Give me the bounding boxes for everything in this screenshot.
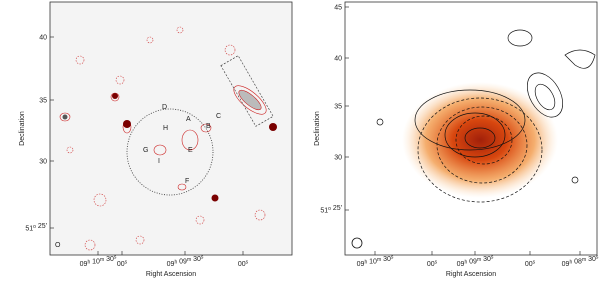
label-part: 09: [467, 259, 477, 266]
label-part: s: [391, 255, 394, 261]
source-label: A: [186, 116, 191, 123]
label-part: m: [477, 257, 481, 263]
source-label: G: [143, 147, 148, 154]
label-part: h: [569, 260, 572, 266]
source-label: C: [216, 113, 221, 120]
y-tick-label: 51o 25': [25, 223, 47, 233]
label-part: 40: [334, 56, 342, 63]
label-part: 00: [427, 261, 435, 268]
label-part: 09: [357, 261, 365, 268]
label-part: 35: [334, 104, 342, 111]
label-part: h: [87, 260, 90, 266]
y-axis-label: Declination: [314, 111, 321, 146]
label-part: 09: [80, 261, 88, 268]
x-tick-label: 00s: [525, 260, 536, 269]
label-part: 25': [36, 223, 47, 230]
label-part: o: [33, 224, 36, 230]
x-tick-label: 09h 09m 30s: [167, 255, 204, 269]
label-part: 30: [191, 256, 201, 263]
label-part: h: [364, 260, 367, 266]
label-part: 25': [331, 205, 342, 212]
label-part: m: [100, 257, 104, 263]
x-tick-label: 09h 09m 30s: [457, 255, 494, 269]
label-part: s: [114, 255, 117, 261]
label-part: s: [201, 255, 204, 261]
label-part: 08: [572, 259, 582, 266]
label-part: 10: [90, 259, 100, 266]
x-axis-label: Right Ascension: [146, 271, 196, 278]
label-part: 00: [117, 261, 125, 268]
x-tick-label: 00s: [427, 260, 438, 269]
y-tick-label: 45: [334, 5, 342, 12]
label-part: 30: [586, 256, 596, 263]
x-tick-label: 09h 10m 30s: [80, 255, 117, 269]
label-part: 00: [238, 261, 246, 268]
y-tick-label: 51o 25': [320, 205, 342, 215]
source-label: H: [163, 125, 168, 132]
y-tick-label: 30: [334, 155, 342, 162]
left-image: [50, 2, 292, 255]
label-part: s: [533, 260, 536, 266]
x-axis-label: Right Ascension: [446, 271, 496, 278]
y-tick-label: 40: [334, 56, 342, 63]
x-tick-label: 00s: [238, 260, 249, 269]
label-part: 09: [457, 261, 465, 268]
plot-frame: [49, 1, 293, 256]
label-part: 09: [177, 259, 187, 266]
source-label: F: [185, 178, 189, 185]
label-part: s: [125, 260, 128, 266]
y-tick-label: 40: [39, 35, 47, 42]
y-tick-label: 30: [39, 159, 47, 166]
label-part: 10: [367, 259, 377, 266]
label-part: m: [582, 257, 586, 263]
label-part: 35: [39, 98, 47, 105]
source-label: E: [188, 147, 193, 154]
label-part: 40: [39, 35, 47, 42]
source-label: D: [162, 104, 167, 111]
label-part: 51: [320, 208, 328, 215]
label-part: 51: [25, 226, 33, 233]
label-part: 45: [334, 5, 342, 12]
x-tick-label: 09h 10m 30s: [357, 255, 394, 269]
y-axis-label: Declination: [19, 111, 26, 146]
x-tick-label: 09h 08m 30s: [562, 255, 599, 269]
source-label: O: [55, 242, 61, 249]
label-part: h: [464, 260, 467, 266]
label-part: 30: [104, 256, 114, 263]
label-part: s: [435, 260, 438, 266]
label-part: 30: [381, 256, 391, 263]
label-part: h: [174, 260, 177, 266]
label-part: s: [596, 255, 599, 261]
x-tick-label: 00s: [117, 260, 128, 269]
label-part: o: [328, 206, 331, 212]
plot-frame: [344, 1, 598, 256]
label-part: s: [491, 255, 494, 261]
label-part: 30: [334, 155, 342, 162]
label-part: 09: [167, 261, 175, 268]
right-image: [351, 29, 596, 249]
y-tick-label: 35: [39, 98, 47, 105]
label-part: 30: [481, 256, 491, 263]
label-part: 09: [562, 261, 570, 268]
y-tick-label: 35: [334, 104, 342, 111]
label-part: m: [377, 257, 381, 263]
label-part: m: [187, 257, 191, 263]
source-label: B: [206, 123, 211, 130]
label-part: s: [246, 260, 249, 266]
label-part: 00: [525, 261, 533, 268]
label-part: 30: [39, 159, 47, 166]
source-label: I: [158, 158, 160, 165]
